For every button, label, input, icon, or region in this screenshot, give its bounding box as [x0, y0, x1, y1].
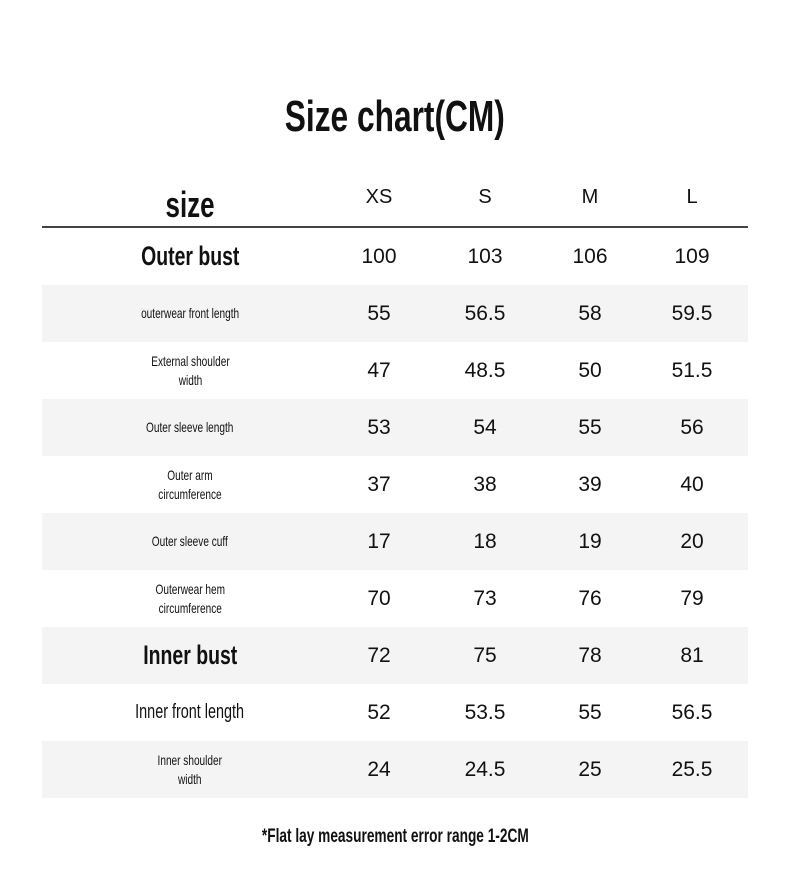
table-row: Outer bust 100 103 106 109 — [42, 228, 748, 285]
row-label-line: circumference — [158, 485, 222, 502]
size-header-xs: XS — [365, 186, 393, 208]
row-label-line: Inner front length — [135, 701, 245, 723]
value-cell: 18 — [473, 529, 497, 553]
row-label: Inner shoulder width — [42, 741, 338, 798]
row-label-text: Outer arm circumference — [158, 466, 221, 504]
value-cell: 39 — [578, 472, 602, 496]
size-header-m: M — [581, 186, 599, 208]
row-label-text: Inner shoulder width — [158, 751, 222, 789]
value-cell: 48.5 — [464, 358, 506, 382]
value-cell: 109 — [674, 244, 710, 268]
value-cell: 75 — [473, 643, 497, 667]
row-label: outerwear front length — [42, 285, 338, 342]
table-row: External shoulder width 47 48.5 50 51.5 — [42, 342, 748, 399]
row-label-line: Outer sleeve cuff — [151, 533, 229, 549]
value-cell: 25.5 — [671, 757, 713, 781]
value-cell: 37 — [367, 472, 391, 496]
row-label-text: Outer sleeve cuff — [152, 532, 228, 551]
value-cell: 59.5 — [671, 301, 713, 325]
row-label-line: width — [178, 770, 202, 787]
value-cell: 56 — [680, 415, 704, 439]
value-cell: 38 — [473, 472, 497, 496]
value-cell: 106 — [572, 244, 608, 268]
row-label-text: Outerwear hem circumference — [155, 580, 224, 618]
value-cell: 24 — [367, 757, 391, 781]
row-label-line: Inner shoulder — [157, 751, 223, 768]
value-cell: 78 — [578, 643, 602, 667]
page-title: Size chart(CM) — [284, 92, 506, 141]
table-row: Inner shoulder width 24 24.5 25 25.5 — [42, 741, 748, 798]
table-row: Outer sleeve length 53 54 55 56 — [42, 399, 748, 456]
table-row: Outer arm circumference 37 38 39 40 — [42, 456, 748, 513]
measurement-note: *Flat lay measurement error range 1-2CM — [261, 826, 529, 847]
value-cell: 55 — [578, 415, 602, 439]
value-cell: 40 — [680, 472, 704, 496]
value-cell: 53.5 — [464, 700, 506, 724]
row-label: Outerwear hem circumference — [42, 570, 338, 627]
row-label-line: circumference — [158, 599, 222, 616]
value-cell: 56.5 — [671, 700, 713, 724]
value-cell: 54 — [473, 415, 497, 439]
row-label-text: Inner front length — [136, 701, 245, 724]
value-cell: 19 — [578, 529, 602, 553]
row-label-text: External shoulder width — [151, 352, 229, 390]
row-label: Outer sleeve length — [42, 399, 338, 456]
value-cell: 55 — [578, 700, 602, 724]
value-cell: 73 — [473, 586, 497, 610]
row-label-line: Outer bust — [140, 241, 240, 271]
row-label: Inner bust — [42, 627, 338, 684]
row-label: External shoulder width — [42, 342, 338, 399]
value-cell: 52 — [367, 700, 391, 724]
row-label-line: Outer arm — [167, 466, 213, 483]
table-row: Outer sleeve cuff 17 18 19 20 — [42, 513, 748, 570]
row-label-text: Inner bust — [143, 640, 237, 671]
row-label-line: Outer sleeve length — [146, 419, 234, 435]
value-cell: 50 — [578, 358, 602, 382]
row-label-line: External shoulder — [150, 352, 230, 369]
size-header-l: L — [686, 186, 698, 208]
table-row: Outerwear hem circumference 70 73 76 79 — [42, 570, 748, 627]
table-row: Inner bust 72 75 78 81 — [42, 627, 748, 684]
table-row: Inner front length 52 53.5 55 56.5 — [42, 684, 748, 741]
value-cell: 17 — [367, 529, 391, 553]
value-cell: 51.5 — [671, 358, 713, 382]
row-label: Outer sleeve cuff — [42, 513, 338, 570]
row-label-line: Outerwear hem — [155, 580, 225, 597]
size-header-label: size — [165, 184, 215, 225]
table-row: outerwear front length 55 56.5 58 59.5 — [42, 285, 748, 342]
value-cell: 72 — [367, 643, 391, 667]
value-cell: 56.5 — [464, 301, 506, 325]
size-header-s: S — [478, 186, 492, 208]
row-label-text: Outer bust — [141, 241, 239, 272]
value-cell: 25 — [578, 757, 602, 781]
value-cell: 47 — [367, 358, 391, 382]
size-chart-table: size XS S M L Outer bust 100 103 106 109 oute… — [42, 170, 748, 798]
row-label: Inner front length — [42, 684, 338, 741]
table-header-row: size XS S M L — [42, 170, 748, 228]
value-cell: 20 — [680, 529, 704, 553]
value-cell: 79 — [680, 586, 704, 610]
value-cell: 24.5 — [464, 757, 506, 781]
value-cell: 58 — [578, 301, 602, 325]
row-label-text: outerwear front length — [141, 304, 239, 323]
row-label-line: outerwear front length — [140, 305, 240, 321]
row-label: Outer arm circumference — [42, 456, 338, 513]
row-label: Outer bust — [42, 228, 338, 285]
row-label-line: Inner bust — [143, 640, 237, 670]
value-cell: 100 — [361, 244, 397, 268]
value-cell: 81 — [680, 643, 704, 667]
row-label-line: width — [178, 371, 202, 388]
value-cell: 103 — [467, 244, 503, 268]
value-cell: 53 — [367, 415, 391, 439]
value-cell: 70 — [367, 586, 391, 610]
row-label-text: Outer sleeve length — [146, 418, 233, 437]
value-cell: 55 — [367, 301, 391, 325]
value-cell: 76 — [578, 586, 602, 610]
